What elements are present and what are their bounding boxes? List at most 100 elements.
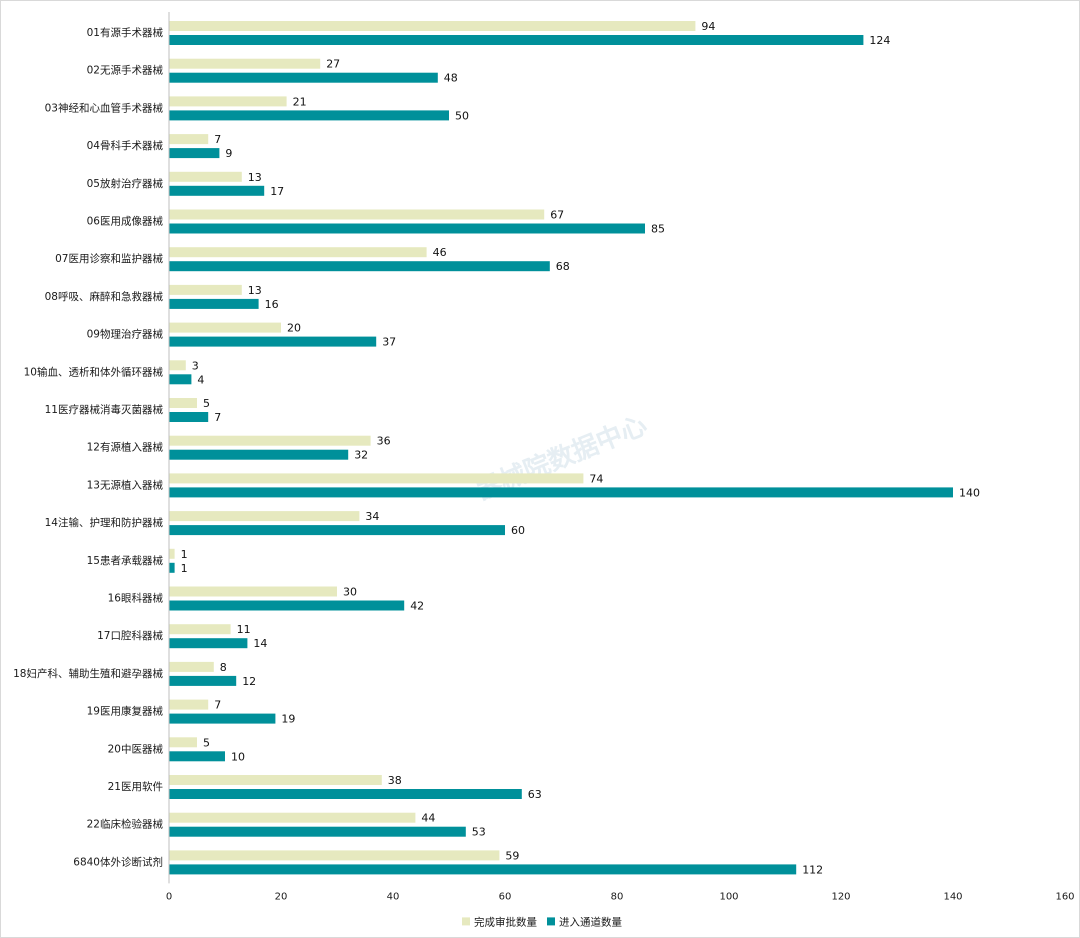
category-label: 16眼科器械: [108, 592, 164, 605]
bar-approved: [169, 284, 242, 295]
data-label: 59: [505, 849, 519, 862]
bar-entered: [169, 336, 377, 347]
data-label: 94: [701, 20, 715, 33]
x-tick-label: 100: [719, 891, 738, 902]
category-label: 06医用成像器械: [87, 215, 164, 228]
bar-entered: [169, 600, 405, 611]
data-label: 11: [237, 623, 251, 636]
bar-entered: [169, 449, 349, 460]
bar-entered: [169, 789, 522, 799]
category-label: 02无源手术器械: [87, 64, 164, 77]
data-label: 5: [203, 736, 210, 749]
x-tick-label: 20: [275, 891, 288, 902]
bar-approved: [169, 624, 231, 635]
x-tick-label: 0: [166, 891, 172, 902]
data-label: 48: [444, 72, 458, 85]
data-label: 68: [556, 260, 570, 273]
data-label: 12: [242, 675, 256, 688]
data-label: 42: [410, 600, 424, 613]
data-label: 4: [197, 373, 204, 386]
bar-entered: [169, 487, 953, 498]
data-label: 7: [214, 133, 221, 146]
data-label: 74: [589, 472, 603, 485]
category-label: 01有源手术器械: [87, 26, 164, 39]
data-label: 16: [265, 298, 279, 311]
data-label: 5: [203, 397, 210, 410]
bar-entered: [169, 412, 209, 422]
bar-approved: [169, 435, 371, 446]
bar-entered: [169, 713, 276, 724]
data-label: 63: [528, 788, 542, 801]
bar-approved: [169, 775, 382, 785]
bar-approved: [169, 134, 209, 145]
category-label: 6840体外诊断试剂: [73, 855, 163, 868]
category-label: 08呼吸、麻醉和急救器械: [45, 290, 164, 303]
data-label: 38: [388, 774, 402, 787]
bar-approved: [169, 511, 360, 522]
data-label: 60: [511, 524, 525, 537]
bar-entered: [169, 638, 248, 649]
bar-entered: [169, 562, 175, 573]
data-label: 85: [651, 223, 665, 236]
category-label: 13无源植入器械: [87, 478, 164, 491]
data-label: 7: [214, 699, 221, 712]
x-tick-label: 80: [611, 891, 624, 902]
bar-approved: [169, 247, 427, 258]
data-label: 3: [192, 359, 199, 372]
bar-approved: [169, 209, 545, 220]
data-label: 53: [472, 826, 486, 839]
data-label: 13: [248, 171, 262, 184]
category-label: 19医用康复器械: [87, 705, 164, 718]
category-label: 12有源植入器械: [87, 441, 164, 454]
category-label: 20中医器械: [108, 742, 164, 755]
category-label: 21医用软件: [108, 780, 163, 793]
data-label: 37: [382, 336, 396, 349]
legend-label-entered: 进入通道数量: [559, 915, 622, 928]
data-label: 27: [326, 58, 340, 71]
category-label: 09物理治疗器械: [87, 328, 164, 341]
data-label: 17: [270, 185, 284, 198]
bar-approved: [169, 58, 321, 69]
bar-approved: [169, 586, 337, 597]
category-label: 03神经和心血管手术器械: [45, 101, 164, 114]
x-tick-label: 60: [499, 891, 512, 902]
data-label: 140: [959, 486, 980, 499]
category-label: 07医用诊察和监护器械: [55, 252, 163, 265]
bar-approved: [169, 398, 197, 408]
category-label: 04骨科手术器械: [87, 139, 164, 152]
bar-entered: [169, 826, 466, 837]
legend-swatch-approved: [462, 917, 470, 926]
data-label: 10: [231, 750, 245, 763]
data-label: 36: [377, 435, 391, 448]
data-label: 13: [248, 284, 262, 297]
category-label: 17口腔科器械: [97, 629, 163, 642]
bar-entered: [169, 751, 225, 762]
bar-approved: [169, 737, 197, 748]
data-label: 30: [343, 586, 357, 599]
data-label: 112: [802, 863, 823, 876]
bar-entered: [169, 35, 864, 45]
bar-entered: [169, 261, 550, 272]
bar-entered: [169, 374, 192, 385]
category-label: 15患者承载器械: [87, 554, 164, 567]
bar-approved: [169, 850, 500, 861]
bar-entered: [169, 864, 797, 875]
category-label: 14注输、护理和防护器械: [45, 516, 164, 529]
data-label: 8: [220, 661, 227, 674]
bar-entered: [169, 298, 259, 309]
data-label: 20: [287, 322, 301, 335]
data-label: 1: [181, 562, 188, 575]
x-tick-label: 120: [831, 891, 850, 902]
x-tick-label: 160: [1055, 891, 1074, 902]
data-label: 1: [181, 548, 188, 561]
x-tick-label: 140: [943, 891, 962, 902]
x-tick-label: 40: [387, 891, 400, 902]
bar-entered: [169, 148, 220, 159]
data-label: 9: [225, 147, 232, 160]
bar-entered: [169, 675, 237, 686]
data-label: 44: [421, 812, 435, 825]
data-label: 50: [455, 109, 469, 122]
bar-approved: [169, 21, 696, 31]
data-label: 21: [293, 95, 307, 108]
